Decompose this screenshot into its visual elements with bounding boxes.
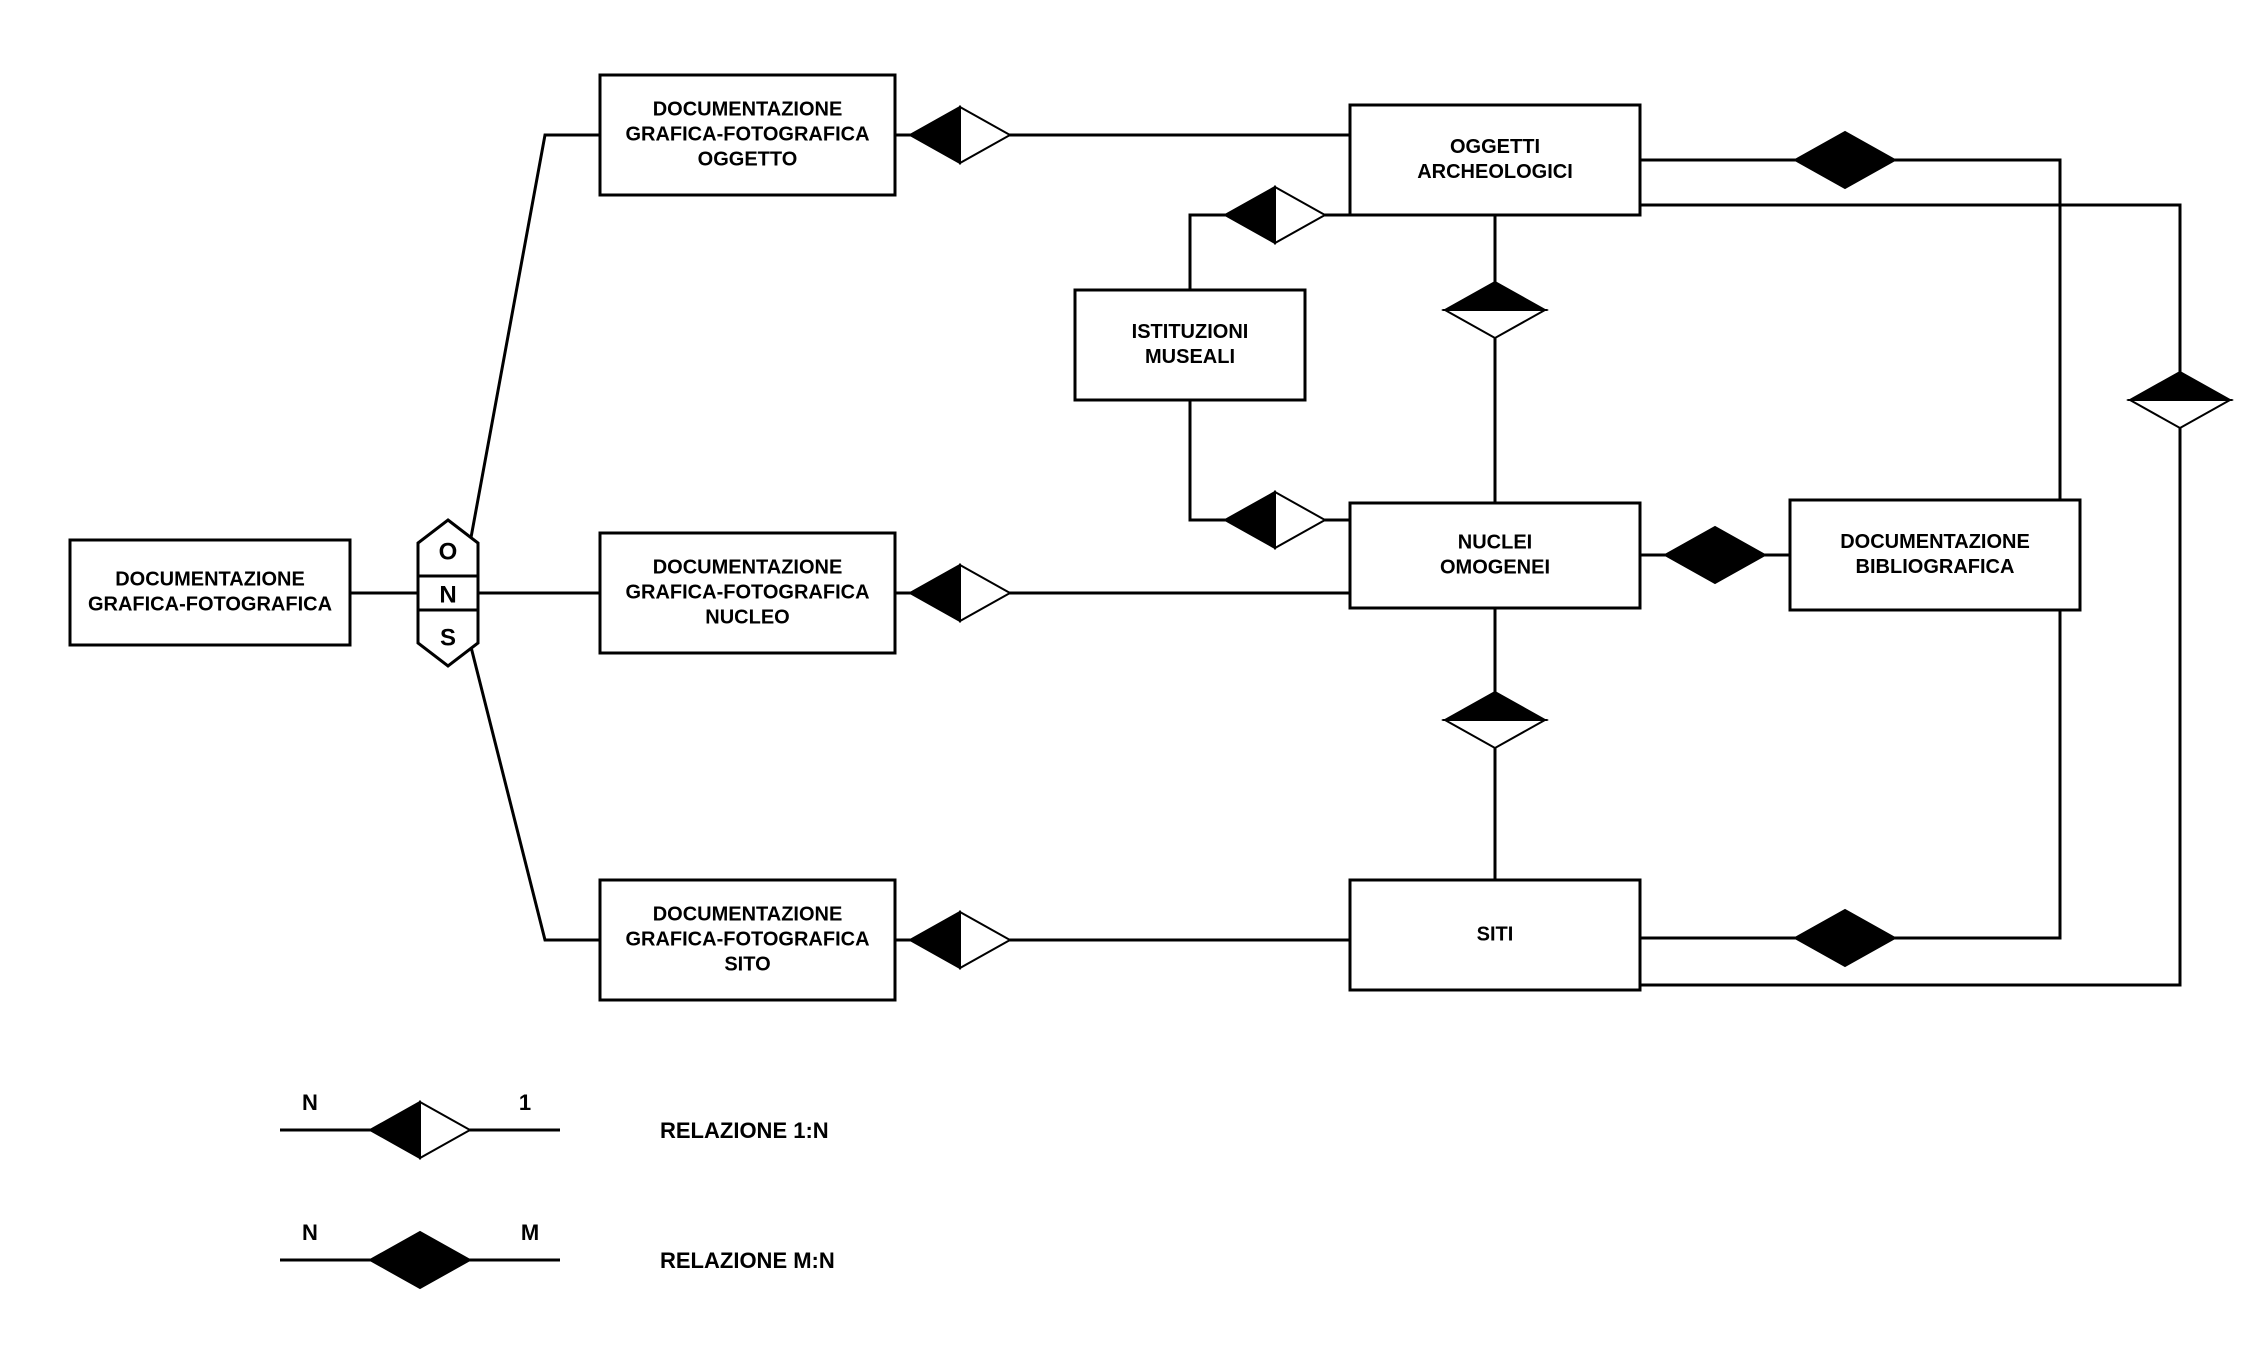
entity-nuclei_omogenei: NUCLEI OMOGENEI xyxy=(1350,503,1640,608)
relationship-diamond-1n-10 xyxy=(1445,692,1545,748)
entity-label-istituzioni_museali-1: MUSEALI xyxy=(1145,346,1235,368)
edge-3 xyxy=(470,643,600,940)
entity-label-istituzioni_museali-0: ISTITUZIONI xyxy=(1132,321,1249,343)
edge-13 xyxy=(1640,610,2060,938)
relationship-diamond-1n-4 xyxy=(910,107,1010,163)
entity-oggetti_archeologici: OGGETTI ARCHEOLOGICI xyxy=(1350,105,1640,215)
legend-diamond-1n-filled xyxy=(370,1102,420,1158)
entity-doc_graf_foto: DOCUMENTAZIONE GRAFICA-FOTOGRAFICA xyxy=(70,540,350,645)
relationship-diamond-1n-7 xyxy=(1225,187,1325,243)
entity-label-doc_graf_foto_nucleo-0: DOCUMENTAZIONE xyxy=(653,556,843,578)
entity-doc_graf_foto_nucleo: DOCUMENTAZIONE GRAFICA-FOTOGRAFICA NUCLEO xyxy=(600,533,895,653)
entity-label-oggetti_archeologici-1: ARCHEOLOGICI xyxy=(1417,161,1573,183)
entity-label-doc_graf_foto_oggetto-1: GRAFICA-FOTOGRAFICA xyxy=(625,123,869,145)
relationship-diamond-1n-14 xyxy=(2130,372,2230,428)
relationship-diamond-1n-9 xyxy=(1445,282,1545,338)
legend-diamond-1n-empty xyxy=(420,1102,470,1158)
ons-hex-letter-N: N xyxy=(439,581,456,608)
entities-layer: DOCUMENTAZIONEGRAFICA-FOTOGRAFICADOCUMEN… xyxy=(70,75,2080,1000)
legend-1n-n: N xyxy=(302,1090,318,1115)
entity-label-nuclei_omogenei-1: OMOGENEI xyxy=(1440,556,1550,578)
edge-11 xyxy=(1640,160,2060,500)
legend-1n-label: RELAZIONE 1:N xyxy=(660,1118,829,1143)
relationship-diamond-mn-11 xyxy=(1795,132,1895,188)
ons-hex-letter-O: O xyxy=(439,538,458,565)
entity-label-doc_graf_foto_sito-0: DOCUMENTAZIONE xyxy=(653,903,843,925)
entity-doc_graf_foto_oggetto: DOCUMENTAZIONE GRAFICA-FOTOGRAFICA OGGETTO xyxy=(600,75,895,195)
relationship-diamond-1n-6 xyxy=(910,912,1010,968)
entity-label-doc_graf_foto-0: DOCUMENTAZIONE xyxy=(115,568,305,590)
entity-siti: SITI xyxy=(1350,880,1640,990)
entity-label-doc_graf_foto_sito-2: SITO xyxy=(724,953,770,975)
entity-doc_graf_foto_sito: DOCUMENTAZIONE GRAFICA-FOTOGRAFICA SITO xyxy=(600,880,895,1000)
relationship-diamond-mn-12 xyxy=(1665,527,1765,583)
legend-diamond-mn xyxy=(370,1232,470,1288)
entity-label-doc_graf_foto_nucleo-2: NUCLEO xyxy=(705,606,789,628)
entity-label-oggetti_archeologici-0: OGGETTI xyxy=(1450,136,1540,158)
er-diagram: DOCUMENTAZIONEGRAFICA-FOTOGRAFICADOCUMEN… xyxy=(0,0,2249,1350)
entity-doc_bibliografica: DOCUMENTAZIONE BIBLIOGRAFICA xyxy=(1790,500,2080,610)
entity-label-doc_graf_foto_sito-1: GRAFICA-FOTOGRAFICA xyxy=(625,928,869,950)
entity-label-doc_graf_foto_oggetto-2: OGGETTO xyxy=(698,148,798,170)
entity-label-nuclei_omogenei-0: NUCLEI xyxy=(1458,531,1532,553)
entity-label-doc_graf_foto_oggetto-0: DOCUMENTAZIONE xyxy=(653,98,843,120)
entity-label-doc_bibliografica-1: BIBLIOGRAFICA xyxy=(1856,556,2015,578)
legend-mn-n: N xyxy=(302,1220,318,1245)
legend: N 1 RELAZIONE 1:N N M RELAZIONE M:N xyxy=(280,1090,835,1288)
ons-hex-letter-S: S xyxy=(440,624,456,651)
relationship-diamond-1n-8 xyxy=(1225,492,1325,548)
entity-label-doc_graf_foto_nucleo-1: GRAFICA-FOTOGRAFICA xyxy=(625,581,869,603)
legend-1n-1: 1 xyxy=(519,1090,531,1115)
relationship-diamond-1n-5 xyxy=(910,565,1010,621)
legend-mn-label: RELAZIONE M:N xyxy=(660,1248,835,1273)
entity-label-doc_graf_foto-1: GRAFICA-FOTOGRAFICA xyxy=(88,593,332,615)
ons-hexagon: ONS xyxy=(418,520,478,666)
legend-mn-m: M xyxy=(521,1220,539,1245)
relationship-diamond-mn-13 xyxy=(1795,910,1895,966)
entity-istituzioni_museali: ISTITUZIONI MUSEALI xyxy=(1075,290,1305,400)
edge-1 xyxy=(470,135,600,543)
entity-label-doc_bibliografica-0: DOCUMENTAZIONE xyxy=(1840,531,2030,553)
entity-label-siti-0: SITI xyxy=(1477,923,1514,945)
